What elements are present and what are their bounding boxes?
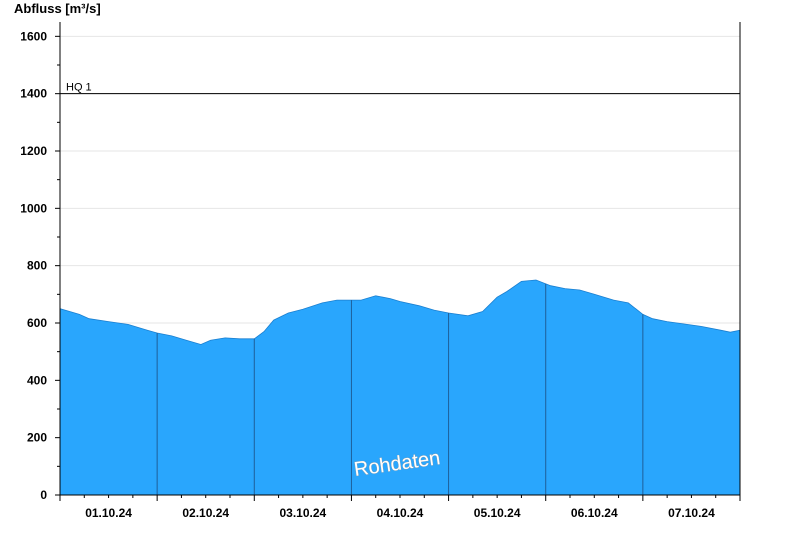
y-tick-label-0: 0 — [40, 488, 47, 502]
day-separator-lines — [156, 283, 644, 495]
y-axis-ticks: 0 200 400 600 800 1000 1200 1400 1600 — [20, 29, 60, 502]
x-tick-label-2: 03.10.24 — [279, 506, 326, 520]
y-tick-label-1400: 1400 — [20, 87, 47, 101]
y-tick-label-800: 800 — [27, 259, 47, 273]
y-tick-label-1600: 1600 — [20, 29, 47, 43]
y-tick-label-400: 400 — [27, 373, 47, 387]
y-tick-label-200: 200 — [27, 431, 47, 445]
data-area — [59, 279, 741, 496]
discharge-area — [59, 279, 741, 496]
y-axis-title: Abfluss [m³/s] — [14, 1, 101, 16]
x-tick-label-1: 02.10.24 — [182, 506, 229, 520]
x-axis-ticks: 01.10.24 02.10.24 03.10.24 04.10.24 05.10.24… — [59, 495, 741, 520]
x-tick-label-6: 07.10.24 — [668, 506, 715, 520]
x-tick-label-0: 01.10.24 — [85, 506, 132, 520]
y-tick-label-600: 600 — [27, 316, 47, 330]
x-tick-label-3: 04.10.24 — [377, 506, 424, 520]
x-tick-label-5: 06.10.24 — [571, 506, 618, 520]
y-tick-label-1200: 1200 — [20, 144, 47, 158]
x-tick-label-4: 05.10.24 — [474, 506, 521, 520]
reference-lines: HQ 1 — [60, 82, 740, 95]
reference-line-label: HQ 1 — [66, 82, 92, 94]
y-tick-label-1000: 1000 — [20, 201, 47, 215]
